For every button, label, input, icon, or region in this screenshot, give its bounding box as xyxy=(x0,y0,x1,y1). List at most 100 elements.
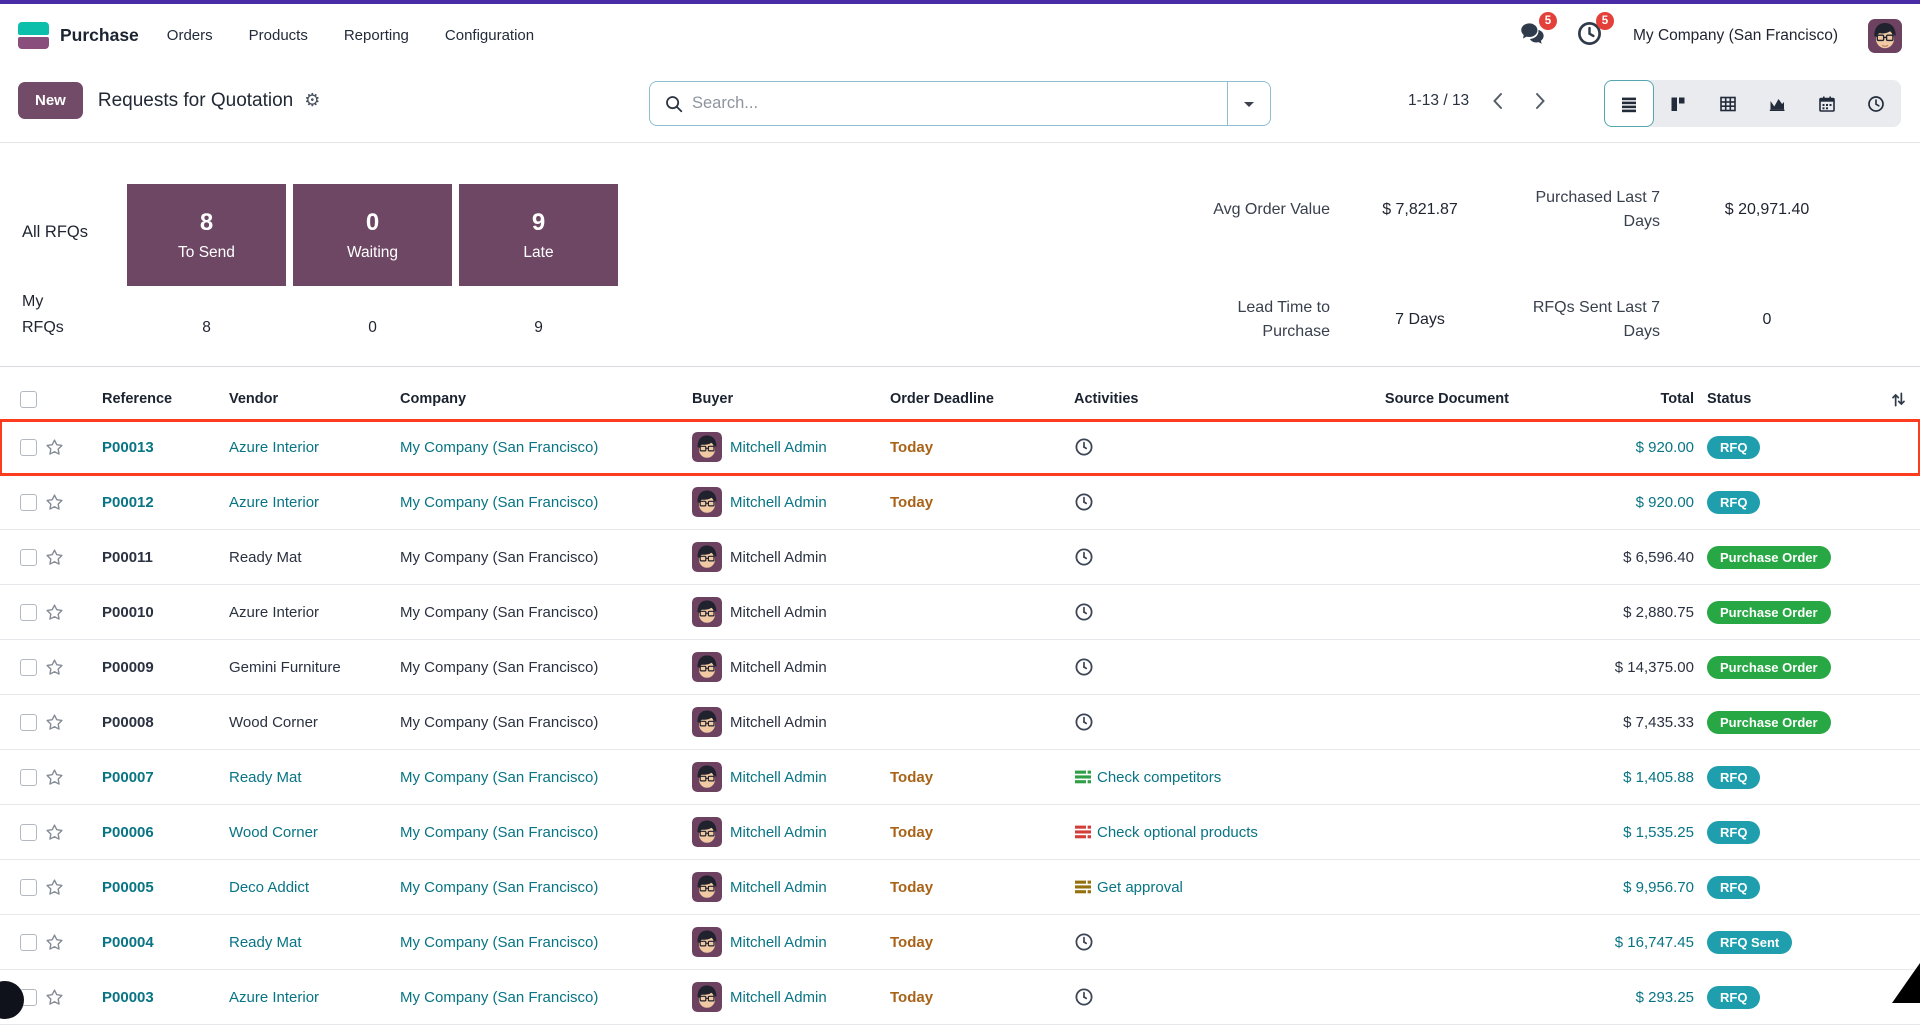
activity-clock-icon[interactable] xyxy=(1074,712,1094,732)
table-row[interactable]: P00013 Azure Interior My Company (San Fr… xyxy=(0,419,1920,476)
app-switcher-button[interactable]: Purchase xyxy=(18,22,139,49)
table-row[interactable]: P00005 Deco Addict My Company (San Franc… xyxy=(0,860,1920,915)
column-header-activities[interactable]: Activities xyxy=(1074,391,1139,407)
favorite-star-icon[interactable] xyxy=(44,767,65,788)
row-checkbox[interactable] xyxy=(20,438,37,456)
rfq-total: $ 9,956.70 xyxy=(1623,878,1694,896)
activity-clock-icon[interactable] xyxy=(1074,492,1094,512)
activity-label[interactable]: Check optional products xyxy=(1097,823,1258,841)
my-to-send-count[interactable]: 8 xyxy=(202,319,211,336)
to-send-box[interactable]: 8 To Send xyxy=(127,184,286,286)
gear-icon[interactable]: ⚙ xyxy=(304,90,321,110)
table-row[interactable]: P00010 Azure Interior My Company (San Fr… xyxy=(0,585,1920,640)
row-checkbox[interactable] xyxy=(20,933,37,951)
favorite-star-icon[interactable] xyxy=(44,712,65,733)
column-header-order-deadline[interactable]: Order Deadline xyxy=(890,391,994,407)
messages-button[interactable]: 5 xyxy=(1519,11,1557,52)
view-list-button[interactable] xyxy=(1604,80,1654,127)
buyer-avatar xyxy=(692,487,722,517)
rfq-buyer: Mitchell Admin xyxy=(730,878,827,896)
rfq-company: My Company (San Francisco) xyxy=(400,878,599,896)
search-input[interactable] xyxy=(684,94,1227,113)
pager-range[interactable]: 1-13 / 13 xyxy=(1408,92,1470,109)
activity-clock-icon[interactable] xyxy=(1074,987,1094,1007)
row-checkbox[interactable] xyxy=(20,548,37,566)
row-checkbox[interactable] xyxy=(20,658,37,676)
table-row[interactable]: P00004 Ready Mat My Company (San Francis… xyxy=(0,915,1920,970)
column-header-source-document[interactable]: Source Document xyxy=(1384,391,1509,407)
list-view-icon xyxy=(1621,97,1636,112)
table-row[interactable]: P00008 Wood Corner My Company (San Franc… xyxy=(0,695,1920,750)
table-row[interactable]: P00011 Ready Mat My Company (San Francis… xyxy=(0,530,1920,585)
view-graph-button[interactable] xyxy=(1753,80,1803,127)
search-icon xyxy=(664,94,684,114)
view-activity-button[interactable] xyxy=(1852,80,1902,127)
waiting-box[interactable]: 0 Waiting xyxy=(293,184,452,286)
favorite-star-icon[interactable] xyxy=(44,602,65,623)
column-header-company[interactable]: Company xyxy=(400,391,467,407)
favorite-star-icon[interactable] xyxy=(44,932,65,953)
column-header-buyer[interactable]: Buyer xyxy=(692,391,734,407)
activity-clock-icon[interactable] xyxy=(1074,602,1094,622)
activity-list-icon[interactable] xyxy=(1074,878,1092,896)
column-header-total[interactable]: Total xyxy=(1660,391,1694,407)
row-checkbox[interactable] xyxy=(20,713,37,731)
view-kanban-button[interactable] xyxy=(1654,80,1704,127)
rfq-reference: P00003 xyxy=(102,988,154,1006)
favorite-star-icon[interactable] xyxy=(44,877,65,898)
user-avatar[interactable] xyxy=(1868,18,1902,53)
select-all-checkbox[interactable] xyxy=(20,390,37,408)
rfq-reference: P00004 xyxy=(102,933,154,951)
view-pivot-button[interactable] xyxy=(1703,80,1753,127)
table-row[interactable]: P00006 Wood Corner My Company (San Franc… xyxy=(0,805,1920,860)
menu-reporting[interactable]: Reporting xyxy=(343,27,409,44)
favorite-star-icon[interactable] xyxy=(44,657,65,678)
activity-clock-icon[interactable] xyxy=(1074,547,1094,567)
row-checkbox[interactable] xyxy=(20,493,37,511)
favorite-star-icon[interactable] xyxy=(44,822,65,843)
column-header-reference[interactable]: Reference xyxy=(102,391,173,407)
table-row[interactable]: P00012 Azure Interior My Company (San Fr… xyxy=(0,475,1920,530)
menu-products[interactable]: Products xyxy=(248,27,308,44)
rfq-vendor: Azure Interior xyxy=(229,603,320,621)
activity-list-icon[interactable] xyxy=(1074,823,1092,841)
rfq-table-body: P00013 Azure Interior My Company (San Fr… xyxy=(0,419,1920,1025)
activities-button[interactable]: 5 xyxy=(1576,11,1614,52)
favorite-star-icon[interactable] xyxy=(44,547,65,568)
column-header-vendor[interactable]: Vendor xyxy=(229,391,279,407)
search-dropdown-toggle[interactable] xyxy=(1227,82,1270,125)
menu-configuration[interactable]: Configuration xyxy=(444,27,535,44)
row-checkbox[interactable] xyxy=(20,768,37,786)
view-calendar-button[interactable] xyxy=(1802,80,1852,127)
favorite-star-icon[interactable] xyxy=(44,437,65,458)
activity-label[interactable]: Get approval xyxy=(1097,878,1183,896)
row-checkbox[interactable] xyxy=(20,878,37,896)
rfq-buyer: Mitchell Admin xyxy=(730,988,827,1006)
menu-orders[interactable]: Orders xyxy=(166,27,213,44)
table-row[interactable]: P00009 Gemini Furniture My Company (San … xyxy=(0,640,1920,695)
pager-next-button[interactable] xyxy=(1526,86,1555,116)
all-rfqs-filter[interactable]: All RFQs xyxy=(22,223,88,241)
late-box[interactable]: 9 Late xyxy=(459,184,618,286)
row-checkbox[interactable] xyxy=(20,603,37,621)
activity-clock-icon[interactable] xyxy=(1074,932,1094,952)
company-switcher[interactable]: My Company (San Francisco) xyxy=(1632,26,1838,44)
table-row[interactable]: P00007 Ready Mat My Company (San Francis… xyxy=(0,750,1920,805)
activity-label[interactable]: Check competitors xyxy=(1097,768,1222,786)
activity-list-icon[interactable] xyxy=(1074,768,1092,786)
pager-previous-button[interactable] xyxy=(1483,86,1512,116)
column-header-status[interactable]: Status xyxy=(1707,391,1752,407)
my-waiting-count[interactable]: 0 xyxy=(368,319,377,336)
row-checkbox[interactable] xyxy=(20,823,37,841)
new-button[interactable]: New xyxy=(18,82,83,119)
favorite-star-icon[interactable] xyxy=(44,987,65,1008)
optional-columns-icon[interactable] xyxy=(1889,390,1908,409)
table-row[interactable]: P00003 Azure Interior My Company (San Fr… xyxy=(0,970,1920,1025)
control-panel: New Requests for Quotation ⚙ 1-13 / 13 xyxy=(0,67,1920,143)
favorite-star-icon[interactable] xyxy=(44,492,65,513)
buyer-avatar xyxy=(692,652,722,682)
activity-clock-icon[interactable] xyxy=(1074,657,1094,677)
mouse-cursor xyxy=(1892,963,1920,1003)
activity-clock-icon[interactable] xyxy=(1074,437,1094,457)
my-late-count[interactable]: 9 xyxy=(534,319,543,336)
